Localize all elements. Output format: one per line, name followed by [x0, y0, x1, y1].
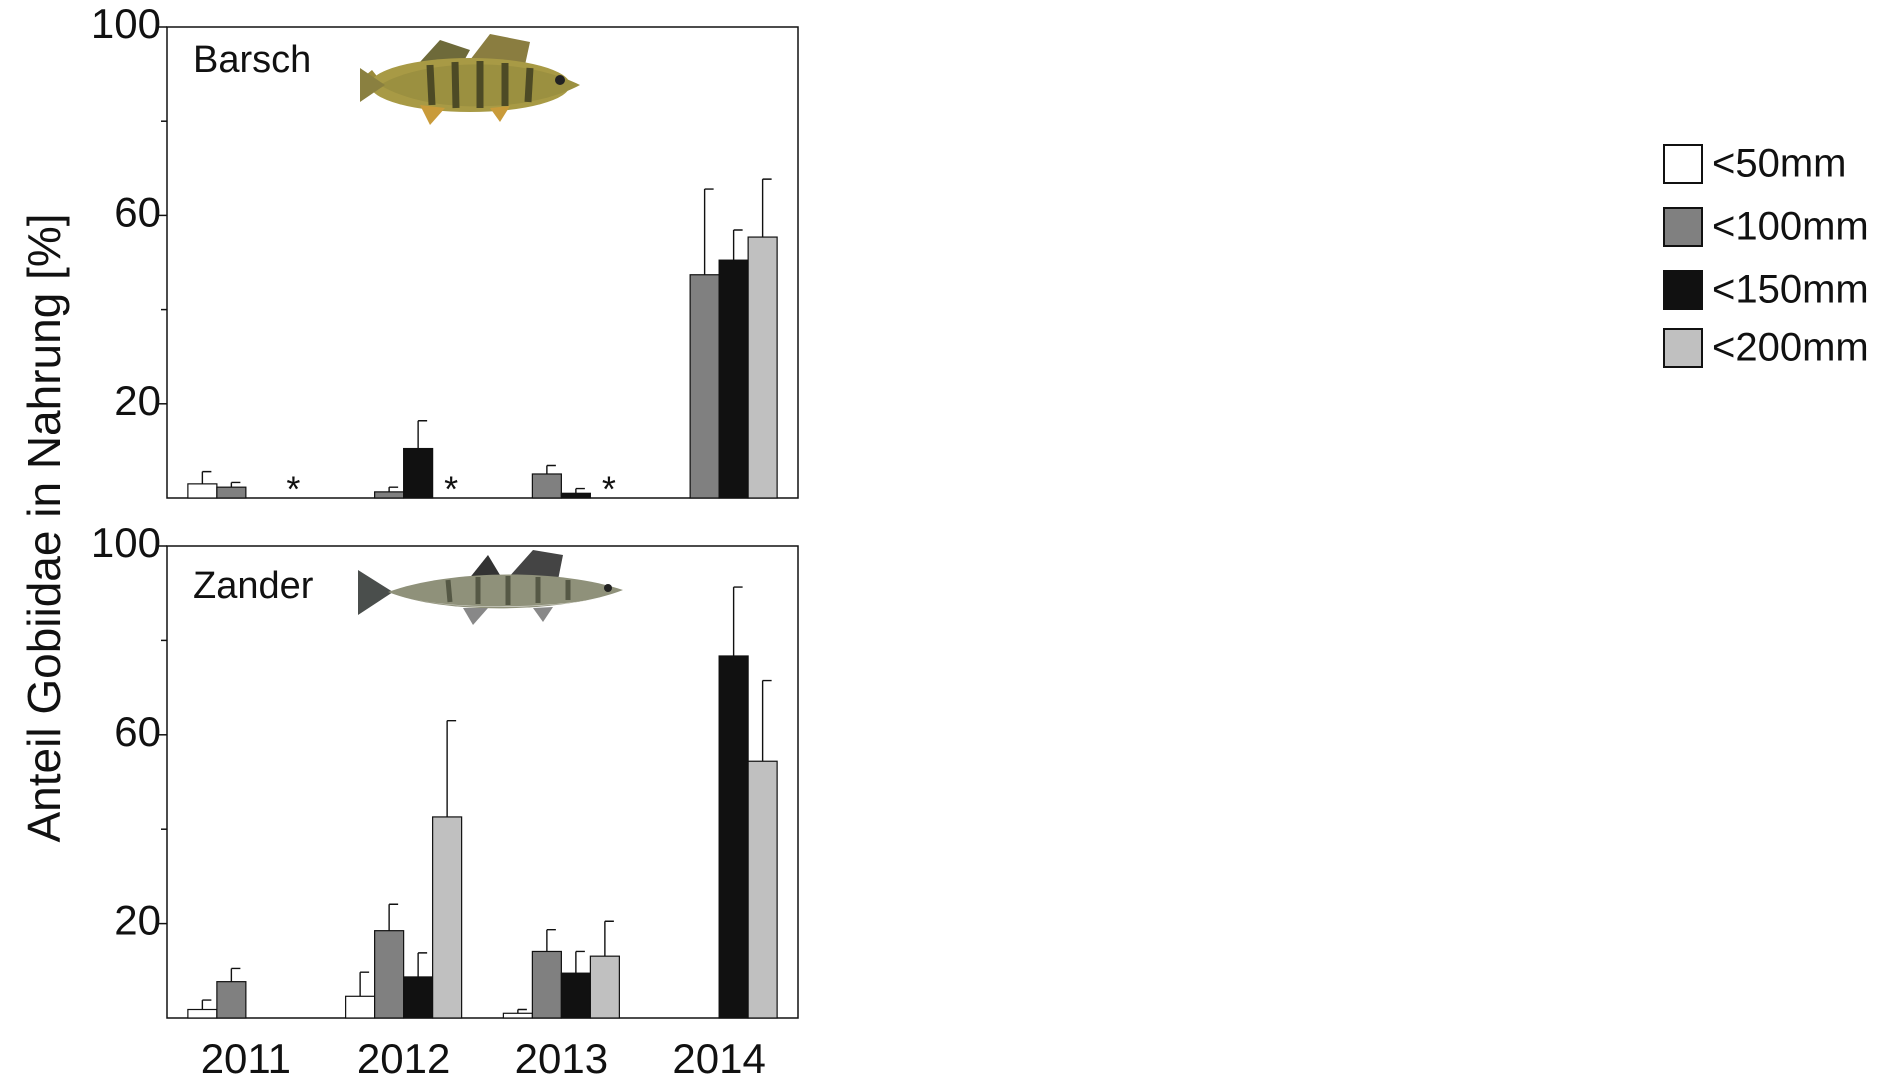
bar [404, 449, 433, 498]
error-bar [418, 953, 427, 977]
y-tick-label: 20 [114, 377, 161, 424]
error-bar [547, 930, 556, 952]
legend-label: <200mm [1712, 326, 1869, 370]
legend-swatch [1664, 329, 1702, 367]
bar [719, 260, 748, 498]
bar [188, 484, 217, 498]
y-tick-label: 100 [91, 519, 161, 566]
bar [404, 977, 433, 1018]
x-tick-label: 2012 [357, 1035, 450, 1078]
bar [433, 817, 462, 1018]
bar [532, 474, 561, 498]
error-bar [734, 587, 743, 656]
bar [217, 487, 246, 498]
error-bar [576, 489, 585, 494]
bar [346, 996, 375, 1018]
error-bar [576, 951, 585, 973]
error-bar [734, 230, 743, 260]
x-tick-label: 2011 [201, 1035, 291, 1078]
legend-label: <150mm [1712, 268, 1869, 312]
bar [503, 1013, 532, 1018]
y-tick-label: 60 [114, 708, 161, 755]
legend-swatch [1664, 208, 1702, 246]
bar [748, 237, 777, 498]
bar [532, 951, 561, 1018]
bar [375, 492, 404, 498]
error-bar [389, 904, 398, 930]
error-bar [705, 189, 714, 275]
bar [719, 656, 748, 1018]
x-tick-label: 2014 [672, 1035, 765, 1078]
error-bar [763, 681, 772, 762]
bar [690, 275, 719, 498]
legend-label: <50mm [1712, 142, 1847, 186]
annotation: * [444, 469, 458, 510]
perch-illustration [360, 34, 580, 125]
zander-illustration [358, 550, 623, 625]
bar [188, 1010, 217, 1018]
error-bar [360, 972, 369, 996]
error-bar [202, 1000, 211, 1009]
annotation: * [286, 469, 300, 510]
bar [375, 931, 404, 1018]
legend-swatch [1664, 145, 1702, 183]
error-bar [231, 482, 240, 487]
y-tick-label: 60 [114, 188, 161, 235]
y-tick-label: 20 [114, 897, 161, 944]
bar [748, 761, 777, 1018]
x-tick-label: 2013 [515, 1035, 608, 1078]
error-bar [605, 921, 614, 956]
error-bar [763, 179, 772, 237]
chart: Barsch 20 60 100 * * * Anteil Gobiidae in Nahru… [0, 0, 1886, 1078]
annotation: * [602, 469, 616, 510]
error-bar [447, 721, 456, 817]
error-bar [547, 466, 556, 474]
panel-title: Barsch [193, 39, 311, 81]
legend-label: <100mm [1712, 205, 1869, 249]
bar [590, 956, 619, 1018]
bar [217, 982, 246, 1018]
error-bar [418, 421, 427, 449]
error-bar [389, 487, 398, 492]
y-tick-label: 100 [91, 0, 161, 47]
panel-title: Zander [193, 565, 314, 607]
legend-swatch [1664, 271, 1702, 309]
y-axis-label: Anteil Gobiidae in Nahrung [%] [18, 213, 70, 842]
plot-frame [167, 546, 798, 1018]
error-bar [202, 472, 211, 484]
bar [561, 493, 590, 498]
error-bar [231, 968, 240, 981]
bar [561, 973, 590, 1018]
